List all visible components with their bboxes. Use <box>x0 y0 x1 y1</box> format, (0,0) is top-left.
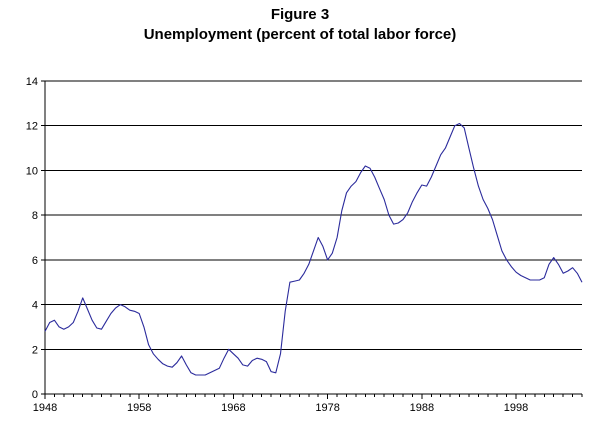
y-tick-label-0: 0 <box>32 389 38 401</box>
x-tick-label-1978: 1978 <box>315 402 339 414</box>
y-tick-label-14: 14 <box>26 76 38 88</box>
y-tick-labels: 0 2 4 6 8 10 12 14 <box>26 76 38 401</box>
y-tick-label-8: 8 <box>32 210 38 222</box>
x-tick-label-1948: 1948 <box>33 402 57 414</box>
chart-title: Figure 3 <box>270 6 330 23</box>
x-tick-label-1988: 1988 <box>410 402 434 414</box>
gridlines <box>45 80 582 350</box>
y-tick-label-10: 10 <box>26 165 38 177</box>
y-tick-label-6: 6 <box>32 255 38 267</box>
x-tick-label-1958: 1958 <box>127 402 151 414</box>
x-tick-label-1998: 1998 <box>504 402 528 414</box>
y-tick-label-12: 12 <box>26 121 38 133</box>
axes <box>41 80 583 399</box>
y-tick-label-4: 4 <box>32 300 38 312</box>
series-group <box>44 122 583 376</box>
y-tick-label-2: 2 <box>32 344 38 356</box>
series-line-0 <box>44 122 583 376</box>
x-tick-labels: 1948 1958 1968 1978 1988 1998 <box>33 402 529 414</box>
chart-subtitle: Unemployment (percent of total labor for… <box>143 26 457 43</box>
x-tick-label-1968: 1968 <box>221 402 245 414</box>
title-block: Figure 3 Unemployment (percent of total … <box>0 5 600 45</box>
